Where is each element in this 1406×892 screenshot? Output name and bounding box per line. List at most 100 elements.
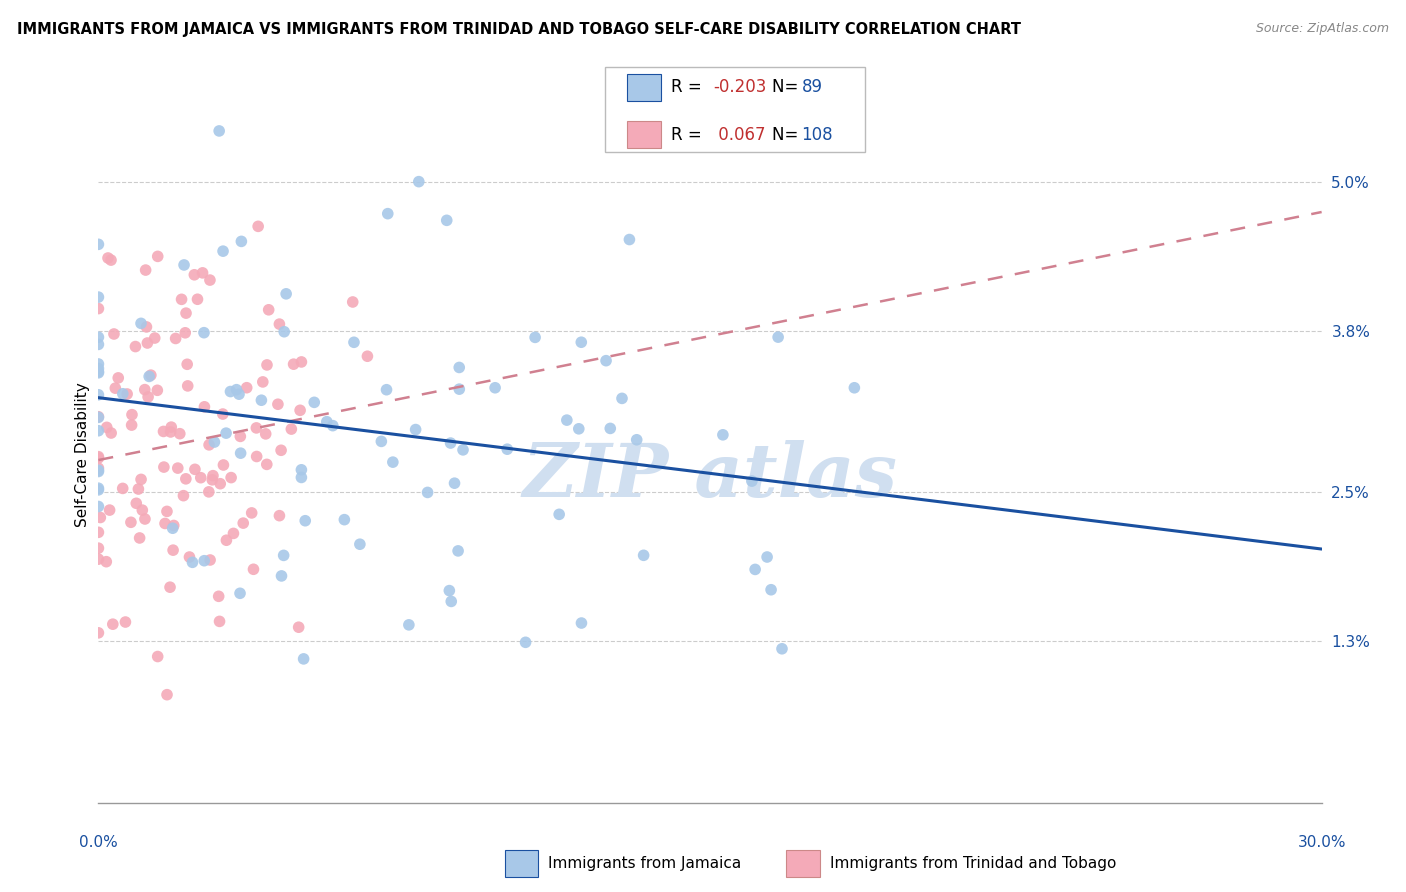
Point — [107, 371, 129, 385]
Point — [163, 518, 186, 533]
Point — [111, 482, 134, 496]
Point — [87, 237, 110, 252]
Point — [770, 641, 793, 656]
Point — [103, 326, 125, 341]
Point — [174, 306, 197, 320]
Point — [408, 175, 430, 189]
Point — [208, 124, 231, 138]
Point — [121, 418, 143, 433]
Point — [138, 369, 160, 384]
Point — [135, 263, 157, 277]
Point — [124, 340, 146, 354]
Point — [229, 446, 252, 460]
Point — [212, 458, 235, 472]
Point — [439, 436, 461, 450]
Point — [121, 408, 143, 422]
Point — [129, 472, 152, 486]
Point — [322, 418, 344, 433]
Point — [193, 326, 215, 340]
Point — [290, 463, 312, 477]
Point — [135, 320, 157, 334]
Point — [87, 481, 110, 495]
Point — [290, 470, 312, 484]
Point — [447, 544, 470, 558]
Point — [96, 420, 118, 434]
Text: 108: 108 — [801, 126, 832, 144]
Point — [204, 435, 226, 450]
Point — [153, 516, 176, 531]
Point — [270, 443, 292, 458]
Point — [844, 381, 866, 395]
Point — [269, 317, 291, 331]
Point — [115, 387, 138, 401]
Point — [87, 500, 110, 514]
Point — [100, 253, 122, 268]
Point — [228, 387, 250, 401]
Point — [440, 594, 463, 608]
Point — [136, 390, 159, 404]
Point — [242, 562, 264, 576]
Point — [294, 514, 316, 528]
Point — [134, 512, 156, 526]
Point — [398, 618, 420, 632]
Point — [101, 617, 124, 632]
Point — [166, 461, 188, 475]
Point — [159, 425, 181, 439]
Point — [198, 273, 221, 287]
Point — [270, 569, 292, 583]
Point — [232, 516, 254, 530]
Point — [381, 455, 404, 469]
Point — [146, 649, 169, 664]
Point — [131, 503, 153, 517]
Point — [209, 476, 232, 491]
Point — [174, 472, 197, 486]
Point — [156, 688, 179, 702]
Point — [169, 426, 191, 441]
Point — [304, 395, 326, 409]
Point — [198, 438, 221, 452]
Point — [247, 219, 270, 234]
Point — [87, 625, 110, 640]
Point — [208, 615, 231, 629]
Point — [129, 317, 152, 331]
Point — [215, 426, 238, 441]
Point — [128, 531, 150, 545]
Point — [741, 474, 763, 488]
Point — [87, 450, 110, 464]
Text: Immigrants from Jamaica: Immigrants from Jamaica — [548, 856, 741, 871]
Point — [183, 268, 205, 282]
Point — [711, 427, 734, 442]
Point — [127, 482, 149, 496]
Point — [333, 513, 356, 527]
Point — [162, 521, 184, 535]
Point — [225, 383, 247, 397]
Point — [288, 403, 311, 417]
Text: N=: N= — [772, 78, 803, 96]
Point — [235, 381, 257, 395]
Point — [287, 620, 309, 634]
Point — [136, 336, 159, 351]
Point — [219, 470, 242, 484]
Point — [87, 330, 110, 344]
Point — [159, 580, 181, 594]
Point — [280, 422, 302, 436]
Point — [87, 525, 110, 540]
Point — [198, 553, 221, 567]
Point — [744, 562, 766, 576]
Point — [87, 410, 110, 425]
Point — [156, 504, 179, 518]
Point — [160, 420, 183, 434]
Point — [276, 286, 298, 301]
Point — [87, 337, 110, 351]
Point — [139, 368, 162, 383]
Point — [443, 476, 465, 491]
Point — [87, 301, 110, 316]
Text: 89: 89 — [801, 78, 823, 96]
Point — [292, 652, 315, 666]
Point — [524, 330, 547, 344]
Point — [111, 386, 134, 401]
Point — [87, 290, 110, 304]
Point — [759, 582, 782, 597]
Point — [201, 468, 224, 483]
Point — [212, 244, 235, 259]
